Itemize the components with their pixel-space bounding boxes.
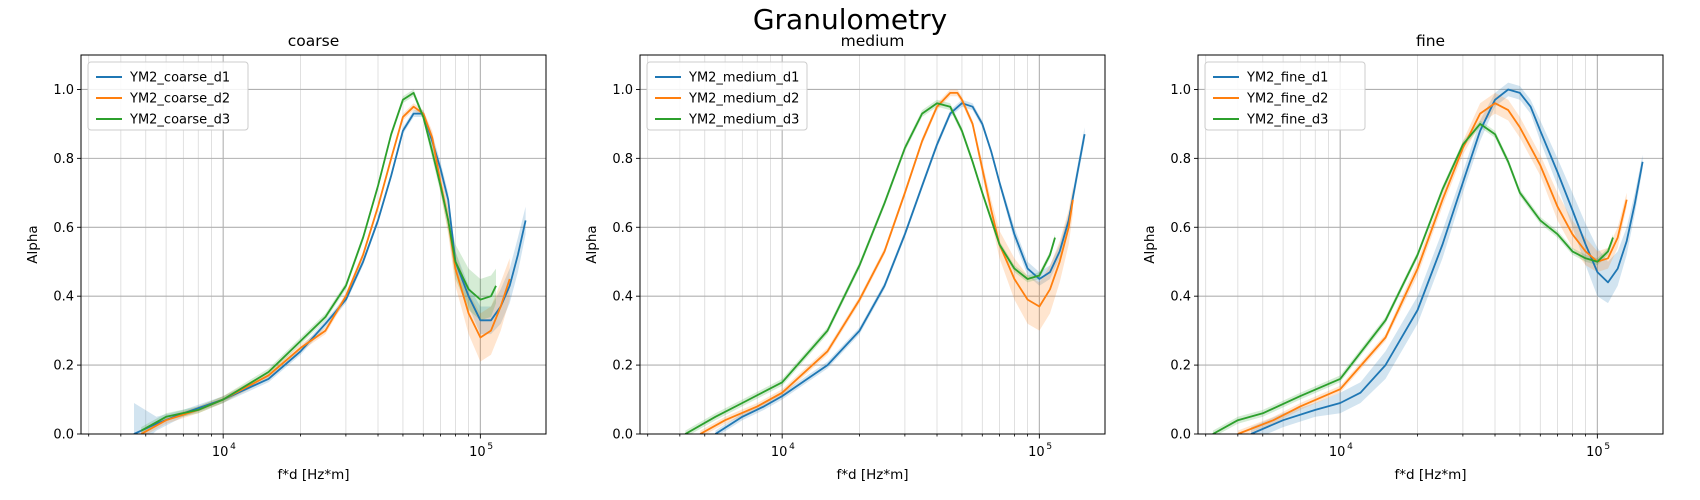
x-tick-exponent: 4 — [230, 442, 236, 452]
x-tick-label: 10 — [469, 445, 486, 460]
line-YM2_coarse_d3 — [140, 92, 497, 432]
y-tick-label: 0.6 — [612, 221, 633, 236]
y-tick-label: 1.0 — [53, 83, 74, 98]
y-tick-label: 0.2 — [612, 359, 633, 374]
plot-area — [684, 89, 1086, 434]
subplot-title: medium — [841, 32, 905, 50]
x-tick-label: 10 — [1329, 445, 1346, 460]
legend-label: YM2_coarse_d3 — [129, 113, 230, 128]
plot-area — [133, 89, 527, 434]
y-tick-label: 0.2 — [53, 359, 74, 374]
x-axis-label: f*d [Hz*m] — [836, 467, 908, 483]
legend-label: YM2_medium_d2 — [688, 92, 799, 107]
line-YM2_fine_d2 — [1237, 102, 1628, 434]
legend-box — [646, 61, 808, 131]
legend-label: YM2_fine_d1 — [1246, 71, 1328, 86]
y-axis-label: Alpha — [25, 225, 41, 263]
legend-box — [87, 61, 249, 131]
y-tick-label: 0.4 — [1170, 290, 1191, 305]
line-YM2_coarse_d2 — [140, 105, 511, 434]
legend-label: YM2_fine_d3 — [1246, 113, 1328, 128]
x-axis-label: f*d [Hz*m] — [1394, 467, 1466, 483]
legend-label: YM2_coarse_d1 — [129, 71, 230, 86]
subplot-title: fine — [1416, 32, 1445, 50]
x-tick-exponent: 5 — [1604, 442, 1610, 452]
x-tick-label: 10 — [1586, 445, 1603, 460]
y-tick-label: 0.6 — [1170, 221, 1191, 236]
figure-title: Granulometry — [752, 3, 948, 36]
y-tick-label: 1.0 — [1170, 83, 1191, 98]
axes-frame — [639, 54, 1106, 435]
legend-label: YM2_coarse_d2 — [129, 92, 230, 107]
y-tick-label: 0.0 — [53, 428, 74, 443]
y-tick-label: 1.0 — [612, 83, 633, 98]
y-tick-label: 0.4 — [53, 290, 74, 305]
subplot-title: coarse — [288, 32, 340, 50]
line-YM2_medium_d3 — [684, 102, 1056, 434]
y-axis-label: Alpha — [1142, 225, 1158, 263]
x-tick-label: 10 — [771, 445, 788, 460]
line-YM2_fine_d3 — [1212, 123, 1614, 434]
y-axis-label: Alpha — [584, 225, 600, 263]
y-tick-label: 0.6 — [53, 221, 74, 236]
y-tick-label: 0.2 — [1170, 359, 1191, 374]
x-tick-exponent: 4 — [1347, 442, 1353, 452]
y-tick-label: 0.8 — [53, 152, 74, 167]
legend-label: YM2_medium_d3 — [688, 113, 799, 128]
line-YM2_medium_d2 — [699, 92, 1074, 434]
y-tick-label: 0.8 — [612, 152, 633, 167]
line-YM2_medium_d1 — [714, 102, 1086, 434]
y-tick-label: 0.0 — [1170, 428, 1191, 443]
line-YM2_coarse_d1 — [133, 112, 527, 434]
axes-frame — [80, 54, 547, 435]
plot-area — [1212, 82, 1644, 434]
y-tick-label: 0.0 — [612, 428, 633, 443]
legend-box — [1204, 61, 1366, 131]
legend-label: YM2_medium_d1 — [688, 71, 799, 86]
x-tick-label: 10 — [1028, 445, 1045, 460]
band-YM2_coarse_d3 — [141, 89, 496, 434]
y-tick-label: 0.4 — [612, 290, 633, 305]
x-tick-label: 10 — [212, 445, 229, 460]
x-tick-exponent: 5 — [1046, 442, 1052, 452]
axes-frame — [1197, 54, 1664, 435]
band-YM2_medium_d2 — [700, 89, 1073, 434]
line-YM2_fine_d1 — [1250, 88, 1644, 434]
x-tick-exponent: 4 — [789, 442, 795, 452]
x-axis-label: f*d [Hz*m] — [277, 467, 349, 483]
y-tick-label: 0.8 — [1170, 152, 1191, 167]
x-tick-exponent: 5 — [487, 442, 493, 452]
legend-label: YM2_fine_d2 — [1246, 92, 1328, 107]
